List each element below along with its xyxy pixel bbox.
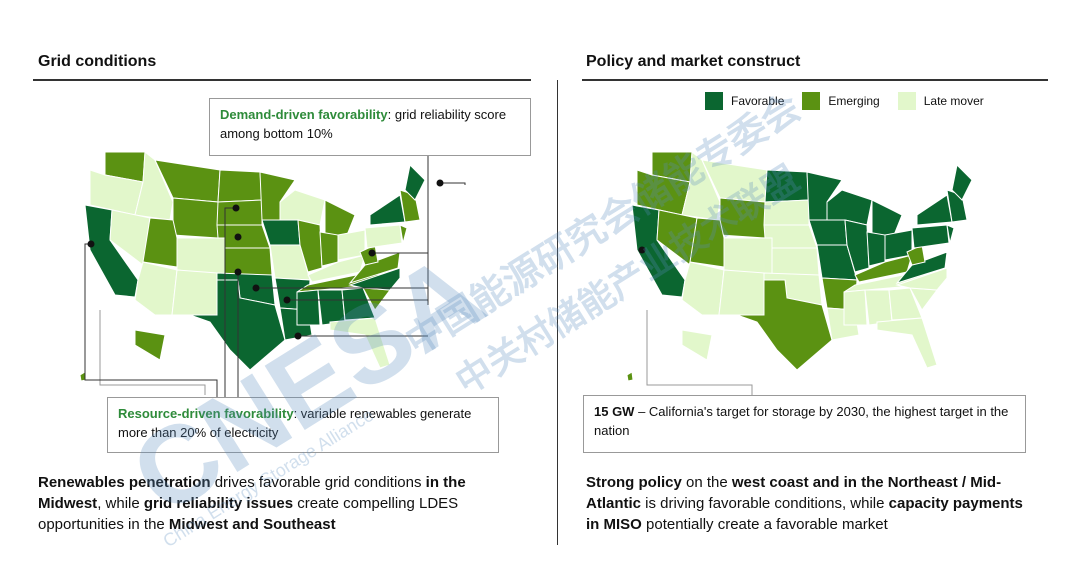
grid-conditions-title: Grid conditions (38, 53, 157, 70)
marker-dot (232, 204, 240, 212)
state-ky (307, 254, 366, 283)
state-me (951, 163, 973, 201)
legend-swatch (802, 92, 821, 110)
state-ms (296, 289, 321, 326)
marker-dot (436, 179, 444, 187)
state-fl (876, 317, 938, 369)
grid-summary: Renewables penetration drives favorable … (38, 472, 518, 535)
state-wy (172, 197, 219, 239)
summary-fragment: potentially create a favorable market (641, 516, 888, 533)
summary-fragment: , while (97, 495, 144, 512)
state-nj (946, 224, 955, 244)
marker-dot (87, 240, 95, 248)
legend: Favorable Emerging Late mover (705, 92, 1002, 110)
state-pa (364, 224, 403, 249)
callout-connectors (84, 156, 646, 397)
inset-frame (99, 310, 206, 395)
state-az (681, 261, 725, 316)
legend-favorable: Favorable (705, 92, 784, 110)
state-ks (224, 247, 273, 276)
legend-swatch (897, 92, 916, 110)
state-nm (718, 269, 765, 316)
state-tx (736, 279, 833, 371)
state-fl (329, 317, 391, 369)
policy-summary: Strong policy on the west coast and in t… (586, 472, 1036, 535)
state-ne (763, 224, 818, 249)
left-title-rule (33, 79, 531, 81)
state-in (866, 231, 886, 267)
state-me (404, 163, 426, 201)
right-title-rule (582, 79, 1048, 81)
policy-title: Policy and market construct (586, 53, 801, 70)
state-pa (911, 224, 950, 249)
state-al (864, 289, 893, 326)
marker-dot (252, 284, 260, 292)
summary-fragment: create compelling LDES opportunities in … (38, 495, 459, 533)
marker-dot (283, 296, 291, 304)
legend-emerging: Emerging (802, 92, 880, 110)
summary-fragment: Midwest and Southeast (168, 516, 336, 533)
marker-dot (638, 246, 646, 254)
state-co (176, 237, 226, 276)
state-nj (399, 224, 408, 244)
state-nm (171, 269, 218, 316)
state-ak (134, 329, 166, 361)
state-wi (279, 189, 326, 226)
connector-line (84, 243, 218, 397)
marker-dot (234, 268, 242, 276)
connector-line (440, 182, 466, 185)
state-il (297, 219, 323, 273)
summary-fragment: west coast and in the Northeast / Mid-At… (586, 474, 1002, 512)
state-hi (626, 371, 634, 382)
state-nc (895, 267, 948, 291)
divider (557, 80, 558, 545)
legend-late-mover: Late mover (897, 92, 984, 110)
marker-dot (368, 249, 376, 257)
policy-map (626, 151, 973, 395)
inset-frame (646, 310, 753, 395)
state-ny (369, 194, 406, 226)
state-va (348, 251, 401, 284)
summary-fragment: in the Midwest (38, 474, 466, 512)
marker-dot (294, 332, 302, 340)
state-va (895, 251, 948, 284)
state-ms (843, 289, 868, 326)
state-az (134, 261, 178, 316)
state-wi (826, 189, 873, 226)
california-callout: 15 GW – California's target for storage … (583, 395, 1026, 453)
grid-conditions-map (79, 151, 426, 395)
summary-fragment: on the (681, 474, 732, 491)
summary-fragment: Strong policy (586, 474, 682, 491)
summary-fragment: is driving favorable conditions, while (641, 495, 889, 512)
summary-fragment: drives favorable grid conditions (210, 474, 426, 491)
state-in (319, 231, 339, 267)
state-ks (771, 247, 820, 276)
summary-fragment: capacity payments in MISO (586, 495, 1023, 533)
summary-fragment: grid reliability issues (143, 495, 294, 512)
demand-driven-callout: Demand-driven favorability: grid reliabi… (209, 98, 531, 156)
state-il (844, 219, 870, 273)
resource-driven-callout: Resource-driven favorability: variable r… (107, 397, 499, 453)
state-ak (681, 329, 713, 361)
summary-fragment: Renewables penetration (38, 474, 211, 491)
legend-swatch (705, 92, 723, 110)
state-sd (216, 199, 263, 226)
connector-line (224, 207, 236, 397)
marker-dot (234, 233, 242, 241)
state-nd (217, 169, 263, 203)
state-ny (916, 194, 953, 226)
state-co (723, 237, 773, 276)
state-ky (854, 254, 913, 283)
